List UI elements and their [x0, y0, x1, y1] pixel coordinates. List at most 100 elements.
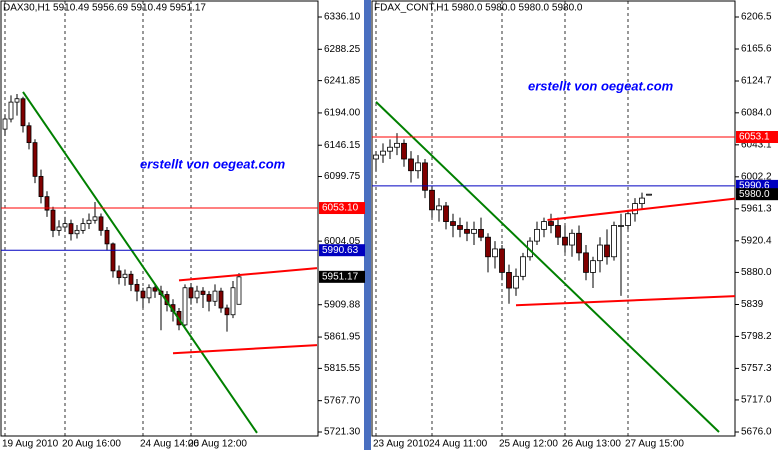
candle-body	[492, 248, 498, 258]
candle-body	[62, 223, 68, 228]
x-tick-label: 27 Aug 15:00	[625, 439, 684, 450]
annotation: erstellt von oegeat.com	[140, 156, 286, 171]
candle-body	[408, 158, 414, 172]
candle-body	[464, 228, 470, 234]
candle-body	[122, 273, 128, 279]
candle-body	[134, 283, 140, 292]
y-tick-label: 6002.2	[741, 171, 772, 182]
candle-body	[26, 125, 32, 144]
candle-body	[632, 203, 638, 215]
candle-body	[380, 150, 386, 156]
candle-body	[373, 154, 379, 160]
y-tick-label: 6099.75	[324, 171, 361, 182]
y-tick-label: 6043.1	[741, 139, 772, 150]
candle-body	[92, 216, 98, 221]
y-tick-label: 5839	[741, 299, 764, 310]
candle-body	[639, 197, 645, 204]
y-tick-label: 5676.0	[741, 427, 772, 438]
level-label-box	[319, 202, 365, 215]
candle-body	[450, 221, 456, 226]
candle-body	[499, 248, 505, 273]
candle-body	[74, 229, 80, 235]
candle-body	[56, 226, 62, 231]
last-price-box	[736, 188, 778, 201]
level-label-box	[736, 131, 778, 144]
candle-body	[98, 216, 104, 231]
y-tick-label: 6336.10	[324, 12, 361, 23]
candle-body	[429, 189, 435, 211]
level-label: 6053.10	[322, 203, 359, 214]
y-tick-label: 6165.6	[741, 44, 772, 55]
y-tick-label: 5909.88	[324, 299, 361, 310]
candle-body	[224, 307, 230, 316]
candle-body	[618, 225, 624, 227]
candle-body	[457, 225, 463, 230]
candle-body	[68, 223, 74, 235]
candle-body	[152, 287, 158, 292]
candle-body	[597, 244, 603, 262]
candle-body	[86, 219, 92, 225]
candle-body	[20, 98, 26, 127]
candle-body	[513, 275, 519, 289]
candle-body	[401, 142, 407, 160]
candle-body	[415, 162, 421, 172]
candle-body	[206, 294, 212, 302]
x-tick-label: 24 Aug 14:00	[140, 439, 199, 450]
candle-body	[436, 205, 442, 211]
candle-body	[8, 101, 14, 120]
y-tick-label: 5961.3	[741, 203, 772, 214]
candle-body	[236, 276, 242, 305]
y-tick-label: 5880.0	[741, 267, 772, 278]
chart-title: DAX30,H1 5910.49 5956.69 5910.49 5951.17	[3, 3, 206, 14]
candle-body	[562, 236, 568, 246]
x-tick-label: 26 Aug 12:00	[188, 439, 247, 450]
candle-body	[212, 290, 218, 302]
trendline	[172, 344, 318, 355]
candle-body	[140, 290, 146, 299]
candle-body	[218, 290, 224, 309]
candle-body	[44, 196, 50, 211]
candle-body	[478, 228, 484, 238]
annotation: erstellt von oegeat.com	[528, 78, 674, 93]
y-tick-label: 5721.30	[324, 427, 361, 438]
y-tick-label: 5815.55	[324, 363, 361, 374]
plot-frame	[0, 0, 319, 437]
trendline	[178, 267, 318, 282]
candle-body	[604, 244, 610, 258]
candle-body	[576, 232, 582, 254]
trendline	[547, 197, 735, 221]
candle-body	[80, 223, 86, 231]
candle-body	[646, 193, 652, 196]
candle-body	[548, 221, 554, 226]
y-tick-label: 5767.70	[324, 395, 361, 406]
candle-body	[188, 287, 194, 299]
level-label: 6053.1	[739, 132, 770, 143]
level-label-box	[319, 244, 365, 257]
trendline	[22, 91, 258, 434]
candle-body	[541, 221, 547, 230]
candle-body	[2, 118, 8, 130]
trendline	[375, 101, 720, 433]
candle-body	[534, 228, 540, 242]
candle-body	[32, 142, 38, 177]
last-price-box	[319, 270, 365, 283]
x-tick-label: 24 Aug 11:00	[429, 439, 488, 450]
candle-body	[443, 205, 449, 222]
candle-body	[182, 287, 188, 326]
y-tick-label: 5717.0	[741, 395, 772, 406]
window-separator	[364, 0, 371, 450]
candle-body	[116, 270, 122, 279]
y-tick-label: 5798.2	[741, 331, 772, 342]
candle-body	[590, 260, 596, 273]
candle-body	[230, 287, 236, 316]
level-label: 5990.6	[739, 181, 770, 192]
x-tick-label: 19 Aug 2010	[2, 439, 59, 450]
candle-body	[485, 236, 491, 258]
candle-body	[471, 228, 477, 234]
candle-body	[611, 225, 617, 258]
x-tick-label: 25 Aug 12:00	[499, 439, 558, 450]
candle-body	[50, 209, 56, 231]
candle-body	[38, 175, 44, 198]
y-tick-label: 6124.7	[741, 76, 772, 87]
